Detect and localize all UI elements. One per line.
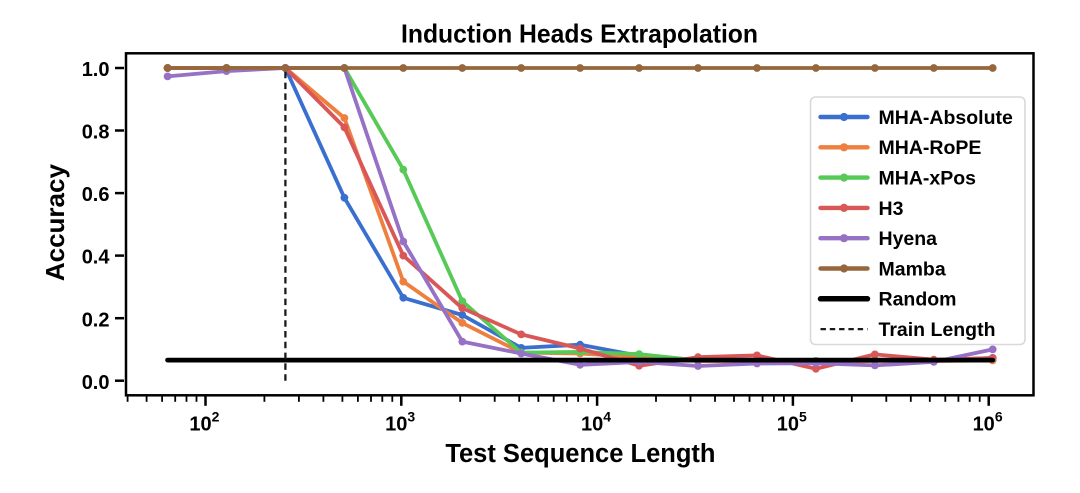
svg-text:Mamba: Mamba: [879, 258, 946, 280]
svg-text:0.0: 0.0: [82, 372, 110, 394]
svg-text:Hyena: Hyena: [879, 228, 938, 250]
svg-text:MHA-Absolute: MHA-Absolute: [879, 107, 1013, 129]
svg-text:0.4: 0.4: [82, 247, 111, 269]
svg-text:105: 105: [777, 408, 807, 435]
svg-text:0.2: 0.2: [82, 309, 110, 331]
svg-text:Train Length: Train Length: [879, 319, 996, 341]
svg-text:1.0: 1.0: [82, 59, 110, 81]
svg-text:MHA-xPos: MHA-xPos: [879, 168, 977, 190]
svg-text:103: 103: [385, 408, 415, 435]
svg-text:Test Sequence Length: Test Sequence Length: [445, 440, 715, 468]
svg-text:Random: Random: [879, 289, 957, 311]
svg-text:Induction Heads Extrapolation: Induction Heads Extrapolation: [401, 19, 758, 49]
svg-text:Accuracy: Accuracy: [40, 164, 70, 282]
svg-text:0.8: 0.8: [82, 122, 110, 144]
svg-text:MHA-RoPE: MHA-RoPE: [879, 137, 982, 159]
svg-text:H3: H3: [879, 198, 904, 220]
svg-text:0.6: 0.6: [82, 184, 110, 206]
